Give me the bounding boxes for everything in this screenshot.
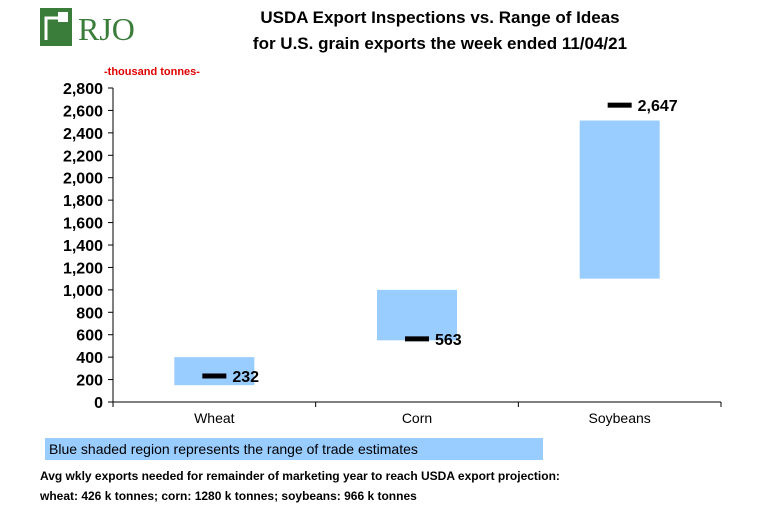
actual-value-label: 232 — [232, 369, 259, 386]
y-tick-label: 800 — [76, 305, 103, 322]
x-tick-label: Soybeans — [589, 410, 651, 426]
legend-box: Blue shaded region represents the range … — [45, 438, 543, 460]
axes-layer: 0 200 400 600 800 1,000 1,200 1,400 1,600 1,800 2,… — [63, 81, 722, 426]
y-tick-label: 2,600 — [63, 103, 103, 120]
y-tick-label: 0 — [94, 395, 103, 412]
rjo-logo: RJO — [40, 8, 135, 47]
y-tick-label: 1,600 — [63, 216, 103, 233]
y-tick-label: 2,200 — [63, 148, 103, 165]
actual-markers: 232 563 2,647 — [202, 98, 678, 386]
y-tick-label: 1,200 — [63, 260, 103, 277]
actual-value-label: 2,647 — [638, 98, 678, 115]
range-bars — [174, 120, 660, 386]
range-bar — [174, 357, 255, 386]
y-tick-label: 2,000 — [63, 171, 103, 188]
y-tick-label: 1,800 — [63, 193, 103, 210]
footnote-line2: wheat: 426 k tonnes; corn: 1280 k tonnes… — [40, 489, 417, 503]
x-tick-label: Wheat — [194, 410, 235, 426]
y-tick-label: 1,000 — [63, 283, 103, 300]
footnote-line1: Avg wkly exports needed for remainder of… — [40, 469, 560, 483]
range-bar — [377, 289, 457, 341]
actual-marker — [202, 373, 227, 379]
range-bar — [579, 120, 660, 279]
actual-value-label: 563 — [435, 332, 462, 349]
actual-marker — [405, 336, 429, 342]
chart-title-line2: for U.S. grain exports the week ended 11… — [252, 34, 628, 53]
x-tick-label: Corn — [402, 410, 432, 426]
y-tick-label: 2,800 — [63, 81, 103, 98]
logo-text: RJO — [78, 11, 135, 47]
y-tick-label: 600 — [76, 328, 103, 345]
unit-label: -thousand tonnes- — [104, 66, 200, 78]
y-tick-label: 200 — [76, 373, 103, 390]
y-tick-label: 1,400 — [63, 238, 103, 255]
chart-title-line1: USDA Export Inspections vs. Range of Ide… — [260, 8, 620, 27]
actual-marker — [607, 102, 632, 108]
legend-text: Blue shaded region represents the range … — [49, 441, 418, 457]
y-tick-label: 2,400 — [63, 126, 103, 143]
y-tick-label: 400 — [76, 350, 103, 367]
